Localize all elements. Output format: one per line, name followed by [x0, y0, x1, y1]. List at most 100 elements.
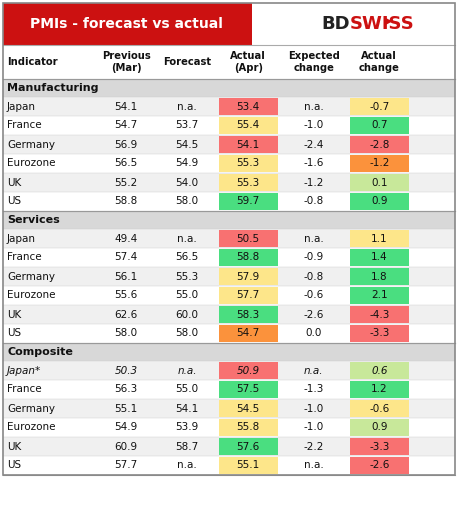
Text: Actual
change: Actual change — [359, 51, 400, 73]
Bar — [3, 192, 455, 211]
Text: 55.3: 55.3 — [237, 159, 260, 169]
Bar — [219, 287, 278, 304]
Text: -2.4: -2.4 — [304, 139, 324, 149]
Text: -2.6: -2.6 — [369, 460, 389, 470]
Bar — [219, 98, 278, 115]
Text: Previous
(Mar): Previous (Mar) — [102, 51, 151, 73]
Text: n.a.: n.a. — [177, 365, 197, 375]
Text: 57.7: 57.7 — [237, 291, 260, 301]
Text: 55.0: 55.0 — [175, 385, 199, 395]
Text: -1.0: -1.0 — [304, 121, 324, 130]
Bar — [350, 325, 409, 342]
Bar — [350, 419, 409, 436]
Text: 57.9: 57.9 — [237, 271, 260, 281]
Bar — [219, 438, 278, 455]
Text: -0.8: -0.8 — [304, 196, 324, 207]
Bar — [219, 268, 278, 285]
Bar — [219, 325, 278, 342]
Text: -1.0: -1.0 — [304, 422, 324, 433]
Text: Germany: Germany — [7, 404, 55, 413]
Text: Forecast: Forecast — [163, 57, 211, 67]
Text: 55.3: 55.3 — [237, 177, 260, 187]
Text: 55.1: 55.1 — [237, 460, 260, 470]
Text: 56.9: 56.9 — [114, 139, 138, 149]
Text: -4.3: -4.3 — [369, 310, 389, 319]
Text: -2.8: -2.8 — [369, 139, 389, 149]
Text: 55.4: 55.4 — [237, 121, 260, 130]
Text: n.a.: n.a. — [304, 233, 324, 243]
Bar — [350, 438, 409, 455]
Text: n.a.: n.a. — [304, 101, 324, 112]
Text: -0.8: -0.8 — [304, 271, 324, 281]
Text: 58.7: 58.7 — [175, 442, 199, 452]
Text: PMIs - forecast vs actual: PMIs - forecast vs actual — [30, 17, 223, 31]
Text: 54.1: 54.1 — [175, 404, 199, 413]
Bar — [219, 419, 278, 436]
Bar — [219, 230, 278, 247]
Text: Japan: Japan — [7, 233, 36, 243]
Text: -1.2: -1.2 — [304, 177, 324, 187]
Text: 50.5: 50.5 — [237, 233, 260, 243]
Text: n.a.: n.a. — [177, 233, 197, 243]
Text: 50.9: 50.9 — [237, 365, 260, 375]
Bar — [350, 155, 409, 172]
Text: 56.5: 56.5 — [114, 159, 138, 169]
Text: Actual
(Apr): Actual (Apr) — [230, 51, 266, 73]
Text: 54.1: 54.1 — [114, 101, 138, 112]
Text: 60.0: 60.0 — [176, 310, 199, 319]
Bar — [350, 362, 409, 379]
Bar — [350, 457, 409, 474]
Text: 0.7: 0.7 — [371, 121, 387, 130]
Bar — [3, 380, 455, 399]
Text: France: France — [7, 385, 42, 395]
Text: n.a.: n.a. — [304, 460, 324, 470]
Text: France: France — [7, 121, 42, 130]
Bar — [3, 3, 249, 45]
Bar — [219, 457, 278, 474]
Text: 54.5: 54.5 — [237, 404, 260, 413]
Bar — [219, 381, 278, 398]
Bar — [219, 193, 278, 210]
Text: Services: Services — [7, 215, 60, 225]
Text: 53.7: 53.7 — [175, 121, 199, 130]
Text: 57.7: 57.7 — [114, 460, 138, 470]
Text: 59.7: 59.7 — [237, 196, 260, 207]
Bar — [3, 324, 455, 343]
Text: Eurozone: Eurozone — [7, 422, 55, 433]
Bar — [3, 135, 455, 154]
Bar — [3, 116, 455, 135]
Text: Expected
change: Expected change — [288, 51, 340, 73]
Text: 58.8: 58.8 — [237, 253, 260, 263]
Text: -3.3: -3.3 — [369, 442, 389, 452]
Text: UK: UK — [7, 177, 21, 187]
Bar — [350, 268, 409, 285]
Text: 60.9: 60.9 — [114, 442, 138, 452]
Text: 55.3: 55.3 — [175, 271, 199, 281]
Text: Germany: Germany — [7, 271, 55, 281]
Text: -0.6: -0.6 — [304, 291, 324, 301]
Bar — [3, 437, 455, 456]
Bar — [350, 381, 409, 398]
Text: 55.1: 55.1 — [114, 404, 138, 413]
Bar — [3, 418, 455, 437]
Bar — [219, 117, 278, 134]
Text: 58.0: 58.0 — [114, 328, 138, 338]
Text: 56.1: 56.1 — [114, 271, 138, 281]
Text: 54.7: 54.7 — [114, 121, 138, 130]
Text: -1.6: -1.6 — [304, 159, 324, 169]
Bar — [219, 249, 278, 266]
Bar — [219, 362, 278, 379]
Text: UK: UK — [7, 310, 21, 319]
Text: 54.0: 54.0 — [175, 177, 199, 187]
Text: 1.2: 1.2 — [371, 385, 387, 395]
Text: 55.8: 55.8 — [237, 422, 260, 433]
Text: 58.0: 58.0 — [175, 328, 199, 338]
Text: 57.5: 57.5 — [237, 385, 260, 395]
Text: 2.1: 2.1 — [371, 291, 387, 301]
Bar — [3, 173, 455, 192]
Text: 0.9: 0.9 — [371, 422, 387, 433]
Text: BD: BD — [322, 15, 350, 33]
Bar — [219, 136, 278, 153]
Text: 0.9: 0.9 — [371, 196, 387, 207]
Bar — [3, 211, 455, 229]
